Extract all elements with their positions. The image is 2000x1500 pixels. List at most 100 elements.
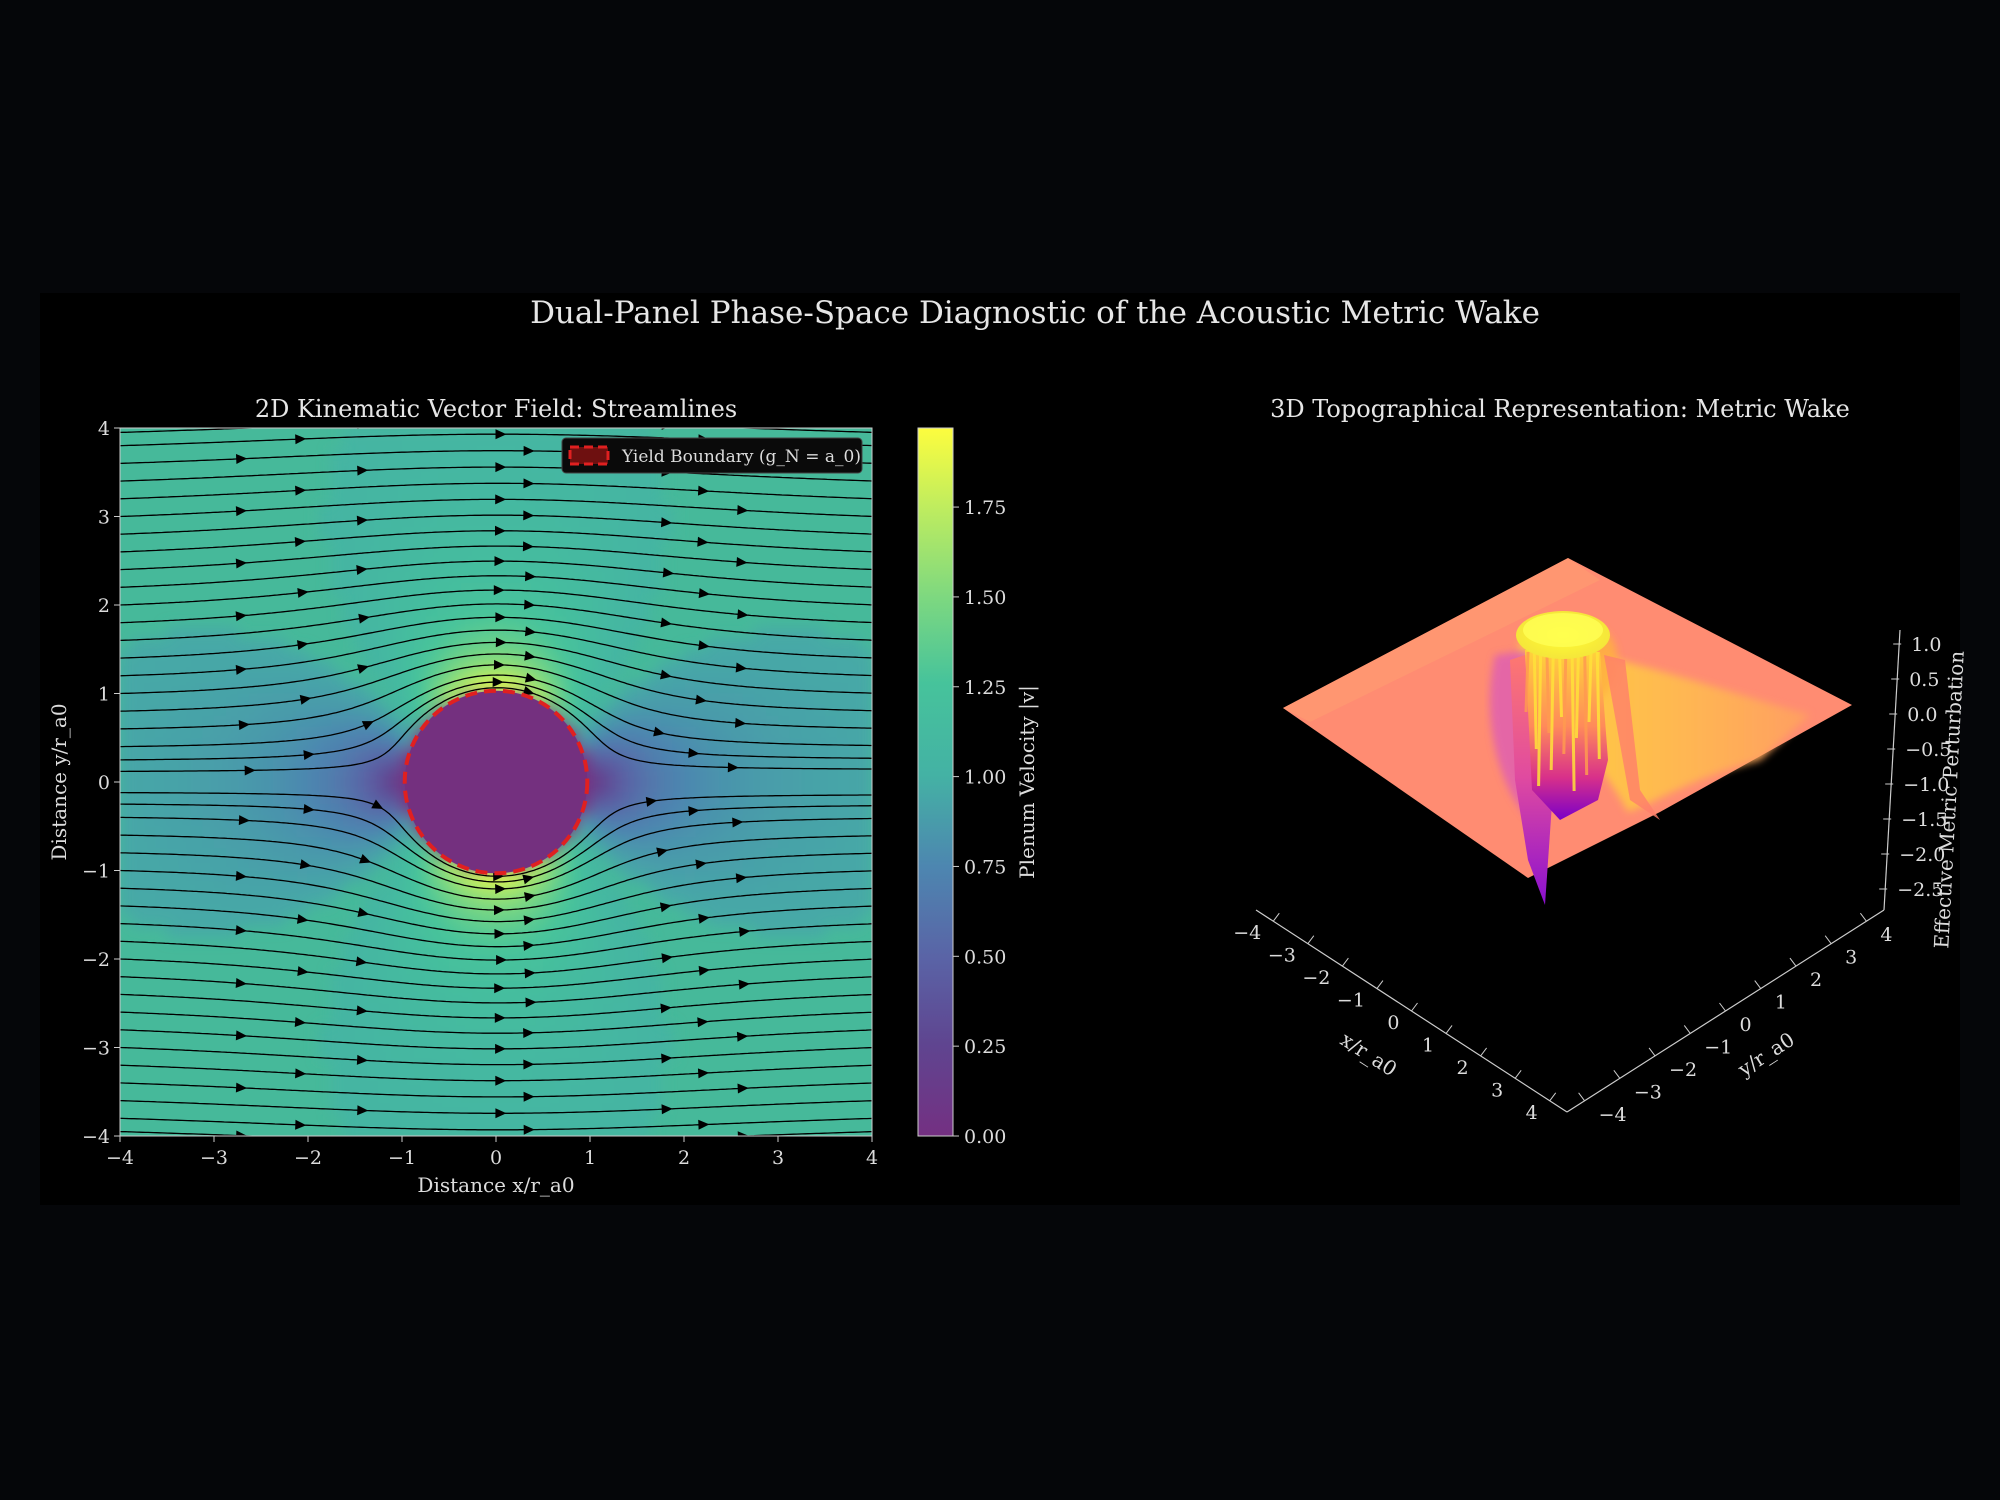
- heatmap-cell: [578, 892, 591, 905]
- heatmap-cell: [860, 671, 872, 684]
- heatmap-cell: [402, 848, 415, 861]
- heatmap-cell: [578, 638, 591, 651]
- heatmap-cell: [214, 638, 227, 651]
- heatmap-cell: [155, 903, 168, 916]
- heatmap-cell: [437, 1036, 450, 1049]
- heatmap-cell: [731, 892, 744, 905]
- heatmap-cell: [190, 638, 204, 651]
- heatmap-cell: [378, 1080, 392, 1093]
- heatmap-cell: [425, 936, 439, 949]
- heatmap-cell: [836, 671, 850, 684]
- heatmap-cell: [402, 428, 415, 440]
- heatmap-cell: [554, 461, 568, 474]
- heatmap-cell: [272, 793, 286, 805]
- heatmap-cell: [296, 737, 309, 750]
- heatmap-cell: [590, 693, 603, 706]
- heatmap-cell: [390, 1058, 403, 1071]
- streamline-arrow: [295, 434, 307, 445]
- heatmap-cell: [143, 770, 157, 783]
- heatmap-cell: [378, 737, 392, 750]
- heatmap-cell: [437, 959, 450, 971]
- heatmap-cell: [449, 582, 462, 595]
- heatmap-cell: [284, 859, 298, 872]
- heatmap-cell: [695, 770, 709, 783]
- heatmap-cell: [507, 1124, 521, 1136]
- heatmap-cell: [460, 616, 474, 628]
- heatmap-cell: [390, 959, 403, 971]
- heatmap-cell: [484, 505, 497, 518]
- heatmap-cell: [484, 981, 497, 993]
- heatmap-cell: [472, 981, 486, 993]
- heatmap-cell: [813, 837, 826, 850]
- heatmap-cell: [601, 770, 615, 783]
- heatmap-cell: [284, 870, 298, 883]
- heatmap-cell: [778, 638, 791, 651]
- heatmap-cell: [742, 693, 756, 706]
- heatmap-cell: [237, 748, 251, 761]
- heatmap-cell: [343, 947, 356, 960]
- heatmap-cell: [519, 1003, 533, 1016]
- heatmap-cell: [566, 704, 580, 717]
- heatmap-cell: [601, 848, 615, 861]
- heatmap-cell: [566, 483, 580, 496]
- heatmap-cell: [167, 837, 180, 850]
- streamline: [120, 1117, 872, 1131]
- heatmap-cell: [566, 1080, 580, 1093]
- heatmap-cell: [613, 505, 627, 518]
- heatmap-cell: [484, 439, 497, 451]
- heatmap-cell: [484, 925, 497, 938]
- heatmap-cell: [719, 914, 732, 927]
- heatmap-cell: [284, 903, 298, 916]
- heatmap-cell: [402, 560, 415, 573]
- heatmap-cell: [378, 981, 392, 993]
- heatmap-cell: [754, 638, 768, 651]
- heatmap-cell: [601, 1069, 615, 1082]
- heatmap-cell: [472, 1113, 486, 1126]
- heatmap-cell: [496, 627, 509, 639]
- heatmap-cell: [719, 693, 732, 706]
- heatmap-cell: [284, 892, 298, 905]
- heatmap-cell: [190, 815, 204, 828]
- heatmap-cell: [214, 815, 227, 828]
- heatmap-cell: [531, 947, 544, 960]
- heatmap-cell: [484, 660, 497, 673]
- heatmap-cell: [672, 748, 685, 761]
- heatmap-cell: [625, 1003, 638, 1016]
- heatmap-cell: [413, 627, 427, 639]
- heatmap-cell: [425, 638, 439, 651]
- heatmap-cell: [484, 494, 497, 507]
- heatmap-cell: [413, 970, 427, 982]
- heatmap-cell: [578, 472, 591, 485]
- heatmap-cell: [202, 892, 215, 905]
- heatmap-cell: [813, 671, 826, 684]
- heatmap-cell: [860, 881, 872, 894]
- heatmap-cell: [507, 571, 521, 584]
- heatmap-cell: [484, 472, 497, 485]
- heatmap-cell: [390, 947, 403, 960]
- heatmap-cell: [366, 1047, 380, 1060]
- heatmap-cell: [143, 892, 157, 905]
- heatmap-cell: [789, 759, 803, 772]
- heatmap-cell: [578, 1014, 591, 1027]
- heatmap-cell: [472, 1069, 486, 1082]
- heatmap-cell: [214, 793, 227, 805]
- heatmap-cell: [660, 859, 674, 872]
- heatmap-cell: [343, 593, 356, 606]
- heatmap-cell: [531, 1091, 544, 1104]
- heatmap-cell: [425, 560, 439, 573]
- heatmap-cell: [308, 671, 321, 684]
- heatmap-cell: [789, 638, 803, 651]
- heatmap-cell: [261, 737, 274, 750]
- heatmap-cell: [425, 682, 439, 695]
- heatmap-cell: [167, 671, 180, 684]
- heatmap-cell: [425, 593, 439, 606]
- heatmap-cell: [390, 671, 403, 684]
- heatmap-cell: [778, 649, 791, 662]
- heatmap-cell: [366, 770, 380, 783]
- heatmap-cell: [178, 925, 192, 938]
- heatmap-cell: [707, 782, 721, 794]
- heatmap-cell: [366, 903, 380, 916]
- heatmap-cell: [402, 1058, 415, 1071]
- heatmap-cell: [120, 881, 133, 894]
